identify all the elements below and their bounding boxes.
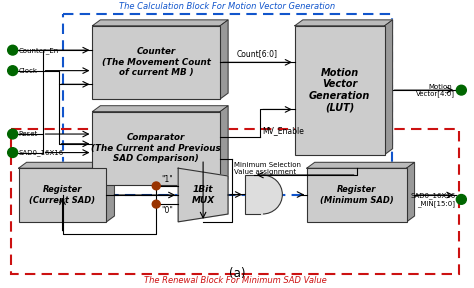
Polygon shape <box>92 106 228 112</box>
Text: Counter
(The Movement Count
of current MB ): Counter (The Movement Count of current M… <box>102 48 210 77</box>
Bar <box>92 26 220 99</box>
Polygon shape <box>178 168 228 222</box>
Polygon shape <box>106 162 114 222</box>
Bar <box>295 26 384 155</box>
Text: 1Bit
MUX: 1Bit MUX <box>191 185 215 205</box>
Text: Reset: Reset <box>18 131 38 137</box>
Polygon shape <box>295 20 392 26</box>
Polygon shape <box>384 20 392 155</box>
Bar <box>307 168 407 222</box>
Bar <box>63 14 392 194</box>
Circle shape <box>8 129 18 139</box>
Text: SAD0_16X16
_MIN[15:0]: SAD0_16X16 _MIN[15:0] <box>410 192 456 207</box>
Circle shape <box>456 85 466 95</box>
Polygon shape <box>307 162 414 168</box>
Text: Motion_
Vector[4:0]: Motion_ Vector[4:0] <box>416 83 456 97</box>
Text: "0": "0" <box>161 206 173 215</box>
Polygon shape <box>220 20 228 99</box>
Circle shape <box>152 182 160 190</box>
Text: Minimum Selection
Value assignment: Minimum Selection Value assignment <box>234 162 301 175</box>
Text: The Calculation Block For Motion Vector Generation: The Calculation Block For Motion Vector … <box>119 2 335 11</box>
Bar <box>245 175 263 214</box>
Circle shape <box>8 66 18 75</box>
Polygon shape <box>220 106 228 185</box>
Bar <box>11 129 459 274</box>
Circle shape <box>152 200 160 208</box>
Polygon shape <box>18 162 114 168</box>
Circle shape <box>456 194 466 204</box>
Bar <box>18 168 106 222</box>
Text: MV_Enable: MV_Enable <box>262 126 304 135</box>
Polygon shape <box>407 162 414 222</box>
Circle shape <box>8 148 18 158</box>
Text: Clock: Clock <box>18 68 37 74</box>
Text: Comparator
(The Current and Previous
SAD Comparison): Comparator (The Current and Previous SAD… <box>91 133 221 163</box>
Text: Count[6:0]: Count[6:0] <box>237 50 278 58</box>
Bar <box>92 112 220 185</box>
Polygon shape <box>92 20 228 26</box>
Text: Register
(Current SAD): Register (Current SAD) <box>29 185 96 205</box>
Text: (a): (a) <box>229 267 245 280</box>
Text: Counter_En: Counter_En <box>18 47 59 54</box>
Text: SAD0_16X16: SAD0_16X16 <box>18 149 64 156</box>
Circle shape <box>8 45 18 55</box>
Text: The Renewal Block For Minimum SAD Value: The Renewal Block For Minimum SAD Value <box>144 276 327 285</box>
Text: Register
(Minimum SAD): Register (Minimum SAD) <box>320 185 393 205</box>
Text: "1": "1" <box>161 175 173 184</box>
Text: Motion
Vector
Generation
(LUT): Motion Vector Generation (LUT) <box>309 68 370 113</box>
Wedge shape <box>263 175 283 214</box>
